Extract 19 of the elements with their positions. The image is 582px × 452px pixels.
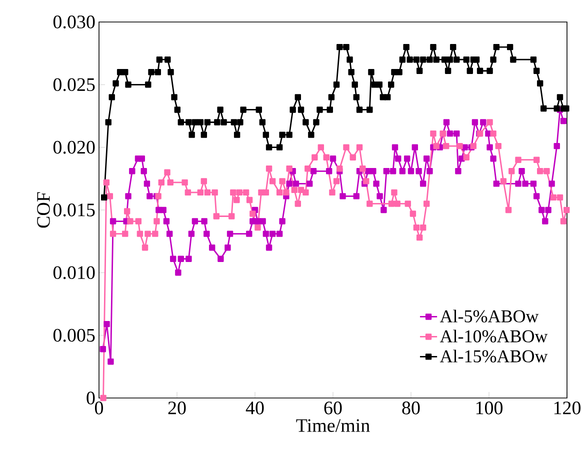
x-axis-title: Time/min: [296, 419, 370, 432]
y-tick-label: 0.020: [53, 140, 95, 154]
x-tick-label: 120: [554, 402, 581, 414]
x-tick-label: 80: [402, 402, 420, 414]
x-tick-label: 100: [476, 402, 503, 414]
x-tick-label: 40: [246, 402, 264, 414]
y-tick-label: 0.030: [53, 16, 95, 28]
y-tick-label: 0.015: [53, 204, 95, 216]
legend-label: Al-15%ABOw: [440, 350, 548, 362]
x-tick-label: 20: [168, 402, 186, 414]
legend-label: Al-10%ABOw: [440, 330, 548, 342]
y-tick-label: 0.010: [53, 266, 95, 280]
y-axis-title: COF: [37, 192, 50, 228]
y-tick-label: 0.005: [53, 328, 95, 342]
legend-label: Al-5%ABOw: [440, 310, 539, 322]
x-tick-label: 0: [94, 402, 104, 414]
y-tick-label: 0.025: [53, 78, 95, 92]
y-tick-label: 0: [86, 392, 95, 404]
x-tick-label: 60: [324, 402, 342, 414]
